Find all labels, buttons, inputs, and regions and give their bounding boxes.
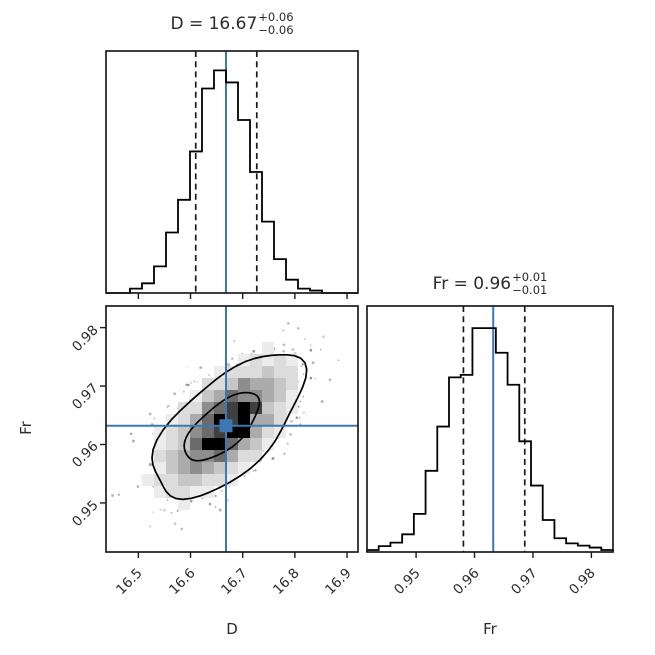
d-title-plus-error: +0.06 xyxy=(258,10,294,25)
d-tick-label: 16.5 xyxy=(113,565,147,598)
d-tick-label: 16.7 xyxy=(217,565,251,598)
joint-distribution-panel xyxy=(100,305,359,558)
fr-tick-label-left: 0.95 xyxy=(69,497,102,530)
d-tick-label: 16.6 xyxy=(165,565,199,598)
d-histogram-panel xyxy=(105,50,359,299)
fr-title-value: Fr = 0.96 xyxy=(432,274,512,294)
fr-tick-label-bottom: 0.97 xyxy=(508,565,541,598)
fr-tick-label-left: 0.98 xyxy=(69,321,102,355)
fr-title-plus-error: +0.01 xyxy=(512,270,548,285)
d-title-value: D = 16.67 xyxy=(170,14,258,34)
d-title-minus-error: −0.06 xyxy=(258,23,294,37)
d-tick-label: 16.9 xyxy=(322,565,355,598)
d-tick-label: 16.8 xyxy=(269,565,303,598)
fr-tick-label-bottom: 0.96 xyxy=(449,565,483,598)
fr-parameter-title: Fr = 0.96 +0.01 −0.01 xyxy=(367,266,613,302)
d-axis-label: D xyxy=(226,620,238,638)
fr-title-minus-error: −0.01 xyxy=(512,283,548,297)
fr-tick-label-left: 0.96 xyxy=(69,438,102,472)
fr-axis-label-left: Fr xyxy=(17,421,35,435)
fr-tick-label-left: 0.97 xyxy=(69,380,102,413)
fr-title-uncertainty: +0.01 −0.01 xyxy=(512,271,547,297)
fr-axis-label-bottom: Fr xyxy=(483,620,497,638)
d-parameter-title: D = 16.67 +0.06 −0.06 xyxy=(106,6,358,42)
fr-histogram-panel xyxy=(366,305,614,558)
fr-tick-label-bottom: 0.98 xyxy=(566,565,600,598)
d-title-uncertainty: +0.06 −0.06 xyxy=(258,11,293,37)
fr-tick-label-bottom: 0.95 xyxy=(391,565,424,598)
